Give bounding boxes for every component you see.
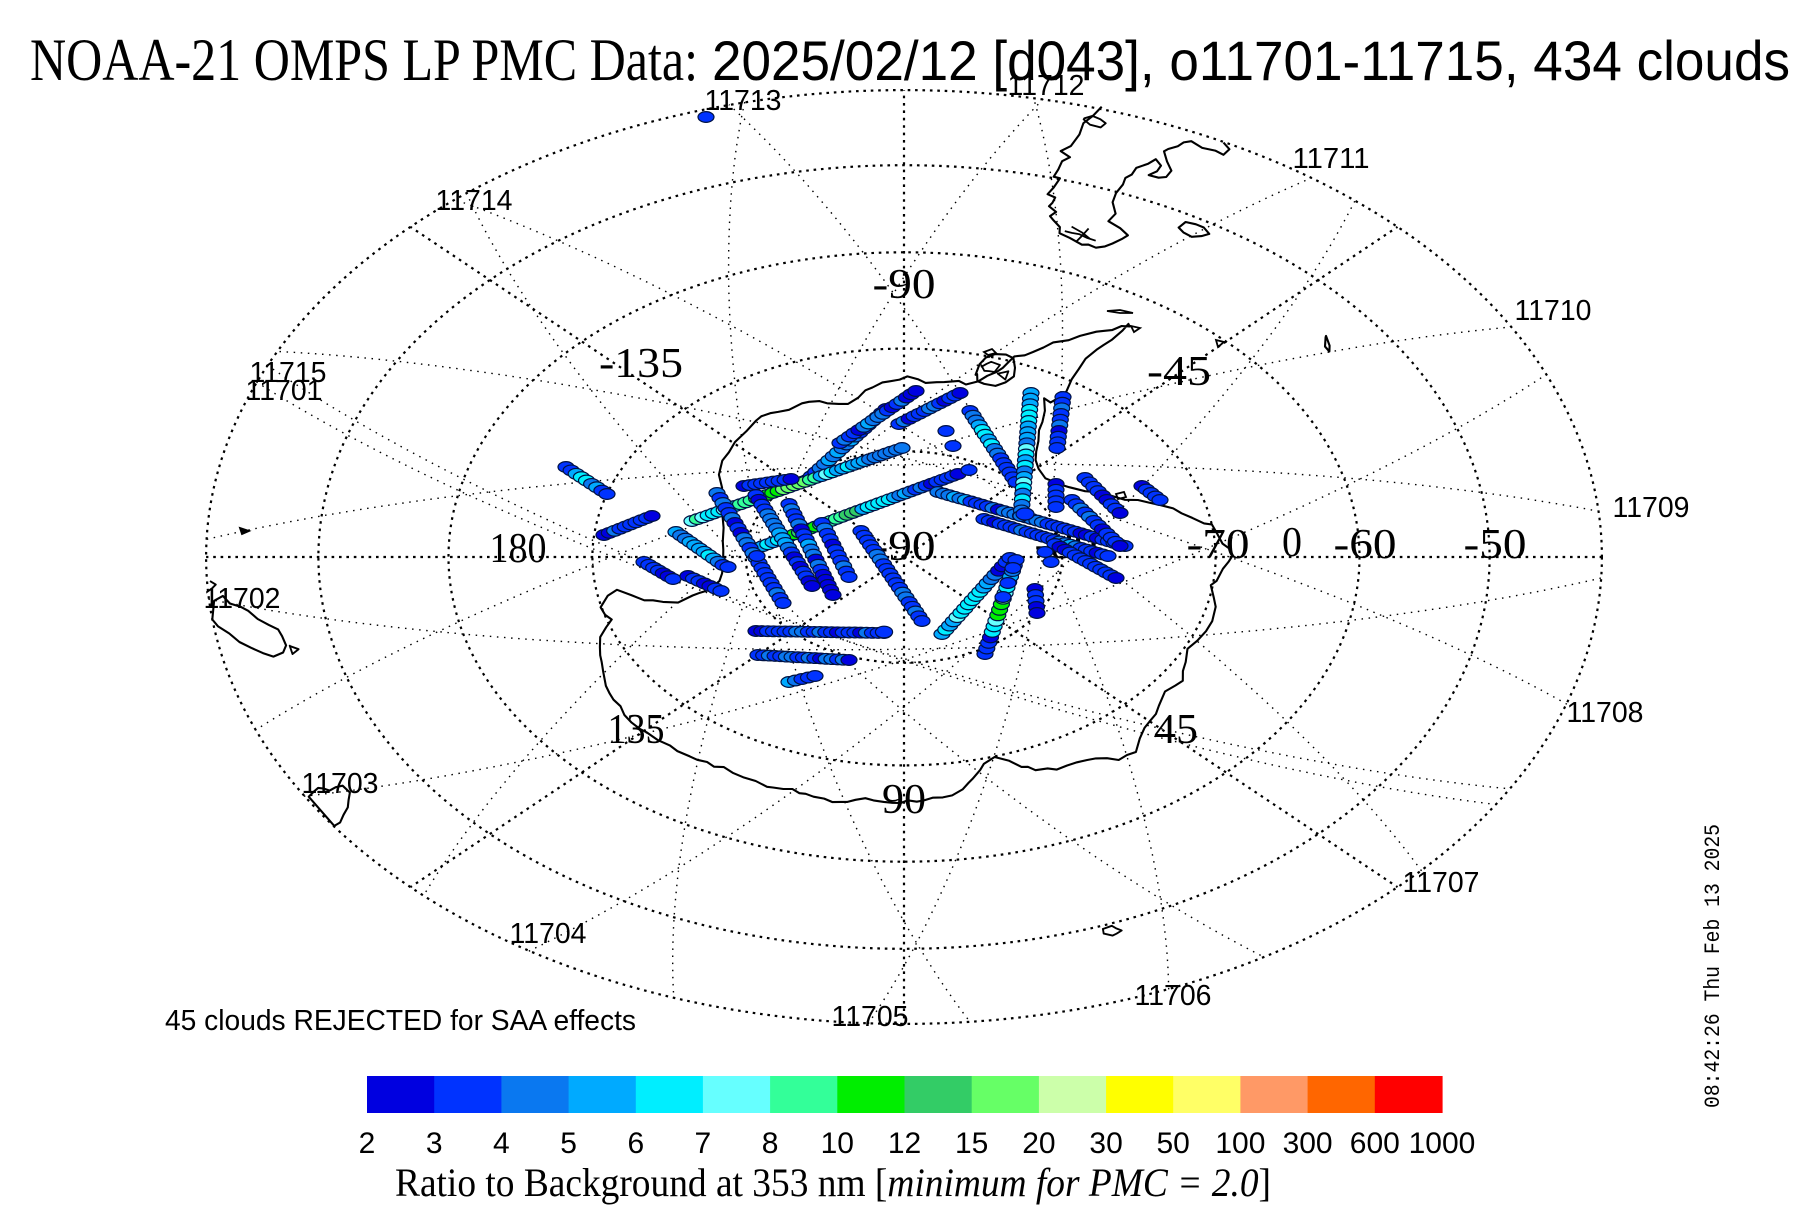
svg-text:11707: 11707 xyxy=(1403,867,1480,899)
svg-text:11704: 11704 xyxy=(510,918,587,950)
svg-text:-45: -45 xyxy=(1147,349,1211,395)
svg-text:600: 600 xyxy=(1350,1127,1400,1160)
svg-text:7: 7 xyxy=(695,1127,712,1160)
svg-text:1000: 1000 xyxy=(1409,1127,1476,1160)
svg-text:11708: 11708 xyxy=(1567,697,1644,729)
svg-text:11713: 11713 xyxy=(705,85,782,117)
svg-text:5: 5 xyxy=(560,1127,577,1160)
svg-text:11701: 11701 xyxy=(246,375,323,407)
svg-text:11709: 11709 xyxy=(1613,492,1690,524)
svg-text:11711: 11711 xyxy=(1293,143,1370,175)
svg-text:20: 20 xyxy=(1022,1127,1055,1160)
svg-text:NOAA-21 OMPS LP PMC Data:: NOAA-21 OMPS LP PMC Data: xyxy=(30,27,698,93)
svg-text:3: 3 xyxy=(426,1127,443,1160)
svg-text:-60: -60 xyxy=(1334,522,1397,568)
svg-text:90: 90 xyxy=(882,777,926,823)
svg-text:-50: -50 xyxy=(1464,522,1527,568)
svg-text:0: 0 xyxy=(1282,520,1302,566)
svg-text:Ratio to Background at 353 nm: Ratio to Background at 353 nm [minimum f… xyxy=(395,1160,1271,1205)
svg-text:50: 50 xyxy=(1157,1127,1190,1160)
svg-text:45 clouds REJECTED for SAA eff: 45 clouds REJECTED for SAA effects xyxy=(165,1005,636,1037)
svg-text:2: 2 xyxy=(359,1127,376,1160)
svg-text:30: 30 xyxy=(1089,1127,1122,1160)
svg-text:11703: 11703 xyxy=(302,768,379,800)
svg-text:12: 12 xyxy=(888,1127,921,1160)
svg-text:15: 15 xyxy=(955,1127,988,1160)
svg-text:11702: 11702 xyxy=(204,583,281,615)
svg-text:11706: 11706 xyxy=(1135,980,1212,1012)
svg-text:10: 10 xyxy=(821,1127,854,1160)
svg-text:11715: 11715 xyxy=(250,357,327,389)
svg-text:08:42:26 Thu Feb 13 2025: 08:42:26 Thu Feb 13 2025 xyxy=(1701,824,1726,1108)
svg-text:4: 4 xyxy=(493,1127,510,1160)
svg-text:11705: 11705 xyxy=(832,1001,909,1033)
svg-text:-70: -70 xyxy=(1187,522,1250,568)
svg-text:2025/02/12 [d043], o11701-1171: 2025/02/12 [d043], o11701-11715, 434 clo… xyxy=(712,29,1790,92)
svg-text:135: 135 xyxy=(608,707,665,753)
svg-text:180: 180 xyxy=(490,526,547,572)
svg-text:8: 8 xyxy=(762,1127,779,1160)
svg-text:-90: -90 xyxy=(873,262,936,308)
svg-text:-135: -135 xyxy=(599,341,683,387)
svg-text:11712: 11712 xyxy=(1008,70,1085,102)
svg-text:11710: 11710 xyxy=(1515,295,1592,327)
svg-text:100: 100 xyxy=(1215,1127,1265,1160)
svg-text:45: 45 xyxy=(1154,707,1198,753)
svg-text:11714: 11714 xyxy=(436,185,513,217)
svg-text:300: 300 xyxy=(1283,1127,1333,1160)
svg-text:6: 6 xyxy=(627,1127,644,1160)
